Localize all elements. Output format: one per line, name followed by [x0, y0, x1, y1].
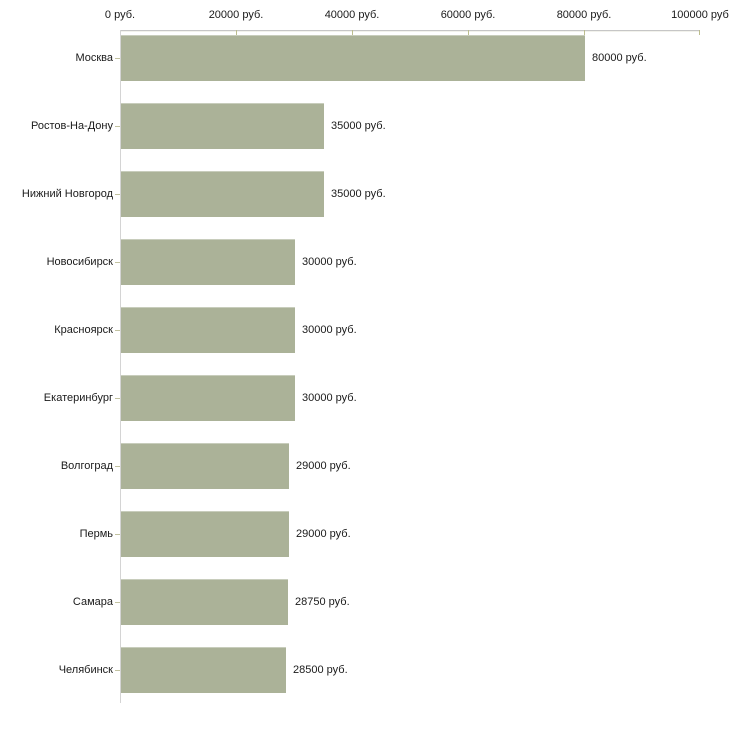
category-label: Екатеринбург — [43, 392, 113, 404]
y-axis-category-tick — [115, 262, 120, 263]
value-label: 28500 руб. — [293, 664, 348, 676]
value-label: 30000 руб. — [302, 324, 357, 336]
y-axis-category-tick — [115, 398, 120, 399]
category-label: Челябинск — [58, 664, 113, 676]
x-axis-tick-mark — [236, 30, 237, 35]
category-label: Самара — [72, 596, 113, 608]
value-label: 29000 руб. — [296, 528, 351, 540]
bar-Красноярск — [121, 307, 295, 353]
y-axis-category-tick — [115, 58, 120, 59]
category-label: Москва — [75, 52, 113, 64]
x-axis-line — [120, 30, 700, 31]
value-label: 30000 руб. — [302, 392, 357, 404]
category-label: Нижний Новгород — [21, 188, 113, 200]
bar-Самара — [121, 579, 288, 625]
bar-Волгоград — [121, 443, 289, 489]
x-axis-tick-mark — [584, 30, 585, 35]
y-axis-category-tick — [115, 126, 120, 127]
y-axis-line — [120, 30, 121, 703]
bar-Пермь — [121, 511, 289, 557]
category-label: Волгоград — [60, 460, 113, 472]
y-axis-category-tick — [115, 670, 120, 671]
x-axis-line-highlight — [120, 31, 700, 32]
x-axis-tick-mark — [468, 30, 469, 35]
x-axis-tick-label: 60000 руб. — [440, 9, 496, 21]
y-axis-category-tick — [115, 602, 120, 603]
category-label: Пермь — [79, 528, 113, 540]
value-label: 35000 руб. — [331, 120, 386, 132]
bar-Ростов-На-Дону — [121, 103, 324, 149]
x-axis-tick-label: 80000 руб. — [556, 9, 612, 21]
y-axis-category-tick — [115, 466, 120, 467]
y-axis-category-tick — [115, 534, 120, 535]
category-label: Красноярск — [54, 324, 113, 336]
x-axis-tick-mark — [352, 30, 353, 35]
x-axis-tick-label: 40000 руб. — [324, 9, 380, 21]
x-axis-tick-mark — [699, 30, 700, 35]
value-label: 28750 руб. — [295, 596, 350, 608]
value-label: 80000 руб. — [592, 52, 647, 64]
value-label: 30000 руб. — [302, 256, 357, 268]
category-label: Новосибирск — [46, 256, 113, 268]
y-axis-category-tick — [115, 330, 120, 331]
bar-Нижний Новгород — [121, 171, 324, 217]
value-label: 35000 руб. — [331, 188, 386, 200]
bar-Новосибирск — [121, 239, 295, 285]
x-axis-tick-label: 0 руб. — [104, 9, 136, 21]
category-label: Ростов-На-Дону — [30, 120, 113, 132]
y-axis-category-tick — [115, 194, 120, 195]
x-axis-tick-label: 100000 руб — [671, 9, 729, 21]
bar-Челябинск — [121, 647, 286, 693]
value-label: 29000 руб. — [296, 460, 351, 472]
x-axis-tick-label: 20000 руб. — [208, 9, 264, 21]
bar-Москва — [121, 35, 585, 81]
bar-Екатеринбург — [121, 375, 295, 421]
